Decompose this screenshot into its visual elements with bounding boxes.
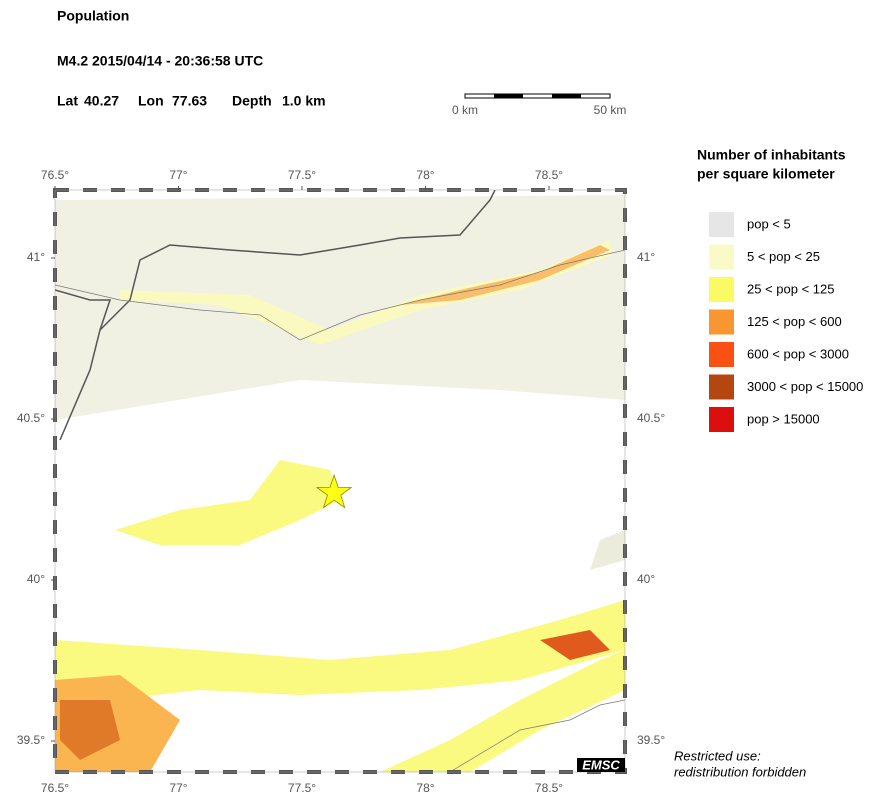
lon-label: 77° xyxy=(169,781,187,795)
lat-label: 40° xyxy=(27,572,45,586)
footer-line: Restricted use: xyxy=(674,748,761,763)
title: Population xyxy=(57,8,129,24)
lat-label: 40.5° xyxy=(17,411,45,425)
legend-swatch xyxy=(709,277,734,302)
legend-label: 3000 < pop < 15000 xyxy=(747,379,863,394)
lon-label: 76.5° xyxy=(41,781,69,795)
legend-label: 5 < pop < 25 xyxy=(747,249,820,264)
lon-label: Lon xyxy=(138,93,164,109)
lon-label: 78° xyxy=(416,781,434,795)
scale-bar xyxy=(464,93,611,99)
scale-end: 50 km xyxy=(594,103,627,117)
depth-value: 1.0 km xyxy=(282,93,326,109)
lat-label: 39.5° xyxy=(17,733,45,747)
legend-swatch xyxy=(709,309,734,335)
credit-box xyxy=(577,758,625,772)
map-border xyxy=(54,189,626,773)
legend-label: pop > 15000 xyxy=(747,411,820,426)
legend-label: 25 < pop < 125 xyxy=(747,281,834,296)
legend-swatch xyxy=(709,244,734,270)
lon-label: 78.5° xyxy=(535,168,563,182)
legend-swatch xyxy=(709,407,734,432)
footer-line: redistribution forbidden xyxy=(674,764,806,779)
lat-label: 39.5° xyxy=(637,733,665,747)
legend-label: 125 < pop < 600 xyxy=(747,314,842,329)
lat-label: 41° xyxy=(637,250,655,264)
lon-label: 77.5° xyxy=(288,168,316,182)
event: M4.2 2015/04/14 - 20:36:58 UTC xyxy=(57,53,263,69)
lat-label: 41° xyxy=(27,250,45,264)
lat-label: 40° xyxy=(637,572,655,586)
legend-swatch xyxy=(709,212,734,237)
lat-label: 40.5° xyxy=(637,411,665,425)
legend-label: 600 < pop < 3000 xyxy=(747,346,849,361)
lat-value: 40.27 xyxy=(84,93,119,109)
lon-label: 78° xyxy=(416,168,434,182)
lon-value: 77.63 xyxy=(172,93,207,109)
lon-label: 78.5° xyxy=(535,781,563,795)
lon-label: 77° xyxy=(169,168,187,182)
lat-label: Lat xyxy=(57,93,78,109)
legend-title: Number of inhabitants xyxy=(697,147,846,163)
legend-swatch xyxy=(709,374,734,400)
depth-label: Depth xyxy=(232,93,272,109)
epicenter xyxy=(315,473,353,509)
population-layer xyxy=(55,190,625,772)
legend-label: pop < 5 xyxy=(747,216,791,231)
lon-label: 76.5° xyxy=(41,168,69,182)
lon-label: 77.5° xyxy=(288,781,316,795)
legend-title: per square kilometer xyxy=(697,166,835,182)
legend-swatch xyxy=(709,342,734,367)
scale-start: 0 km xyxy=(452,103,478,117)
credit: EMSC xyxy=(582,757,620,772)
